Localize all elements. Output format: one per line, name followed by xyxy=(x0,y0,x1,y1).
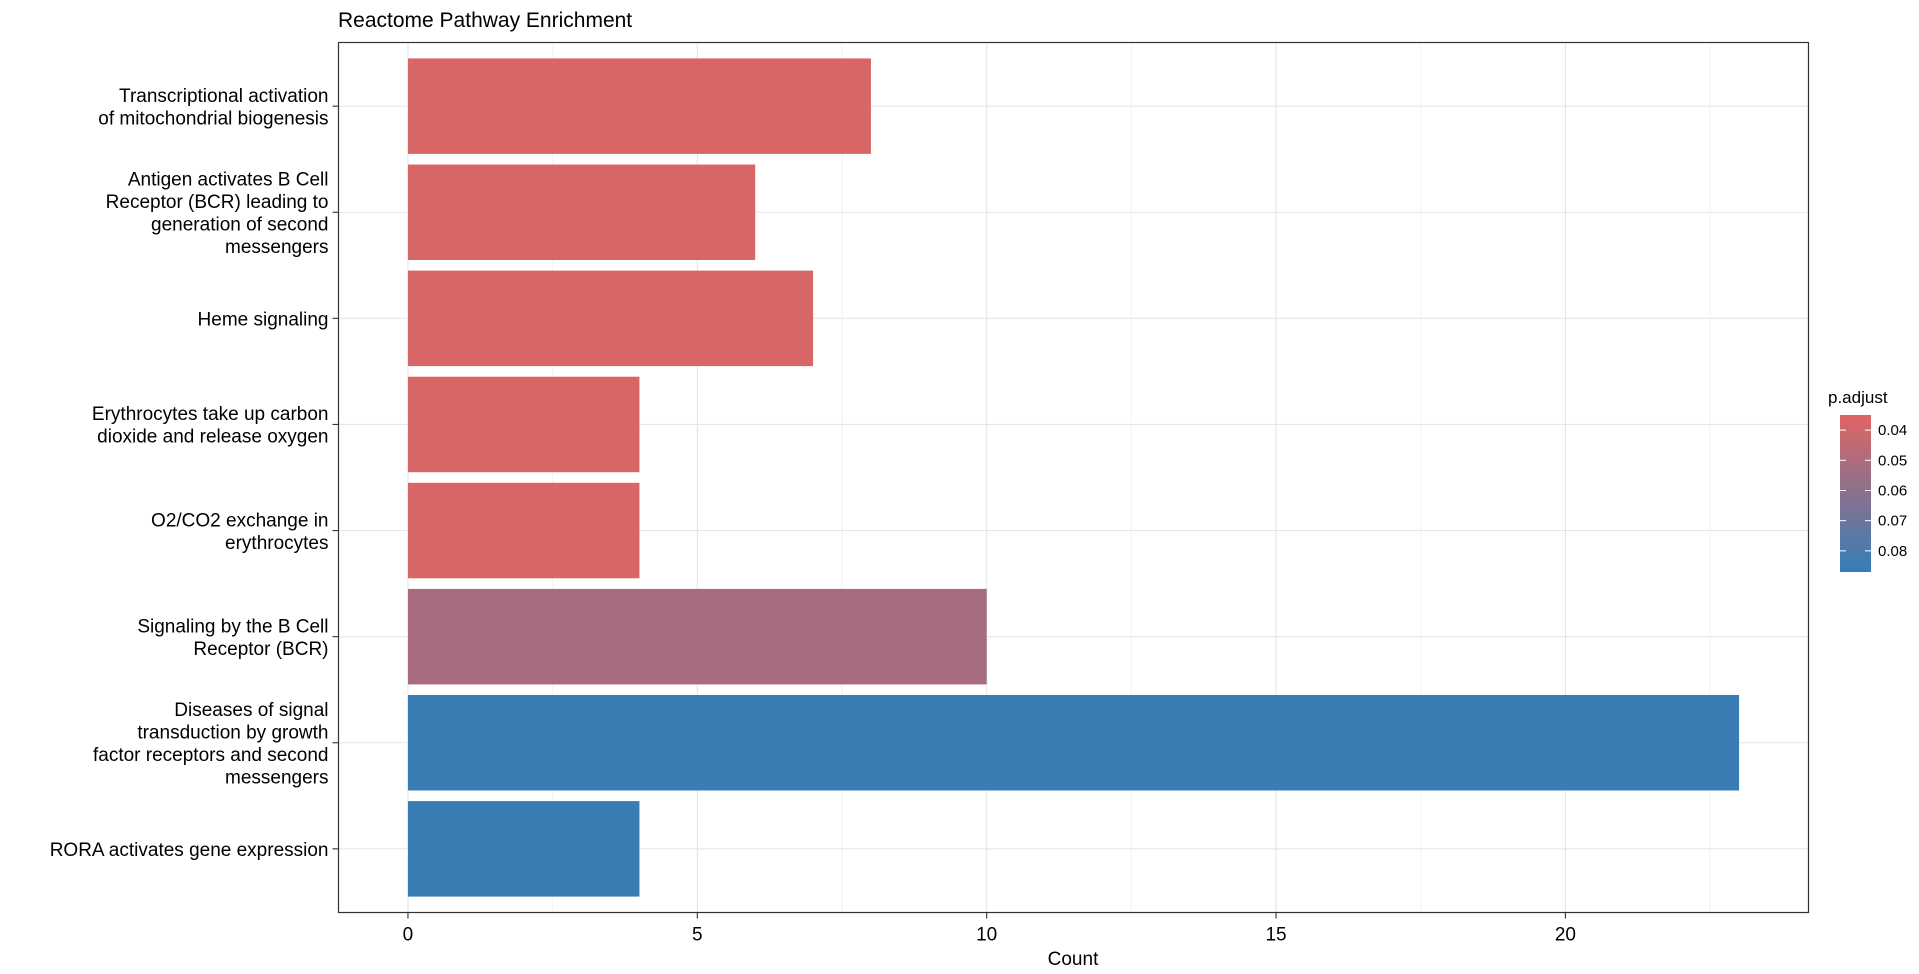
bar xyxy=(407,695,1740,791)
y-tick-label: messengers xyxy=(225,237,329,258)
y-tick-label: generation of second xyxy=(151,215,328,236)
legend-colorbar xyxy=(1840,415,1871,572)
bar xyxy=(407,270,814,367)
y-tick-label: O2/CO2 exchange in xyxy=(151,510,328,531)
bar xyxy=(407,482,640,579)
x-axis: 0 5 10 15 20 xyxy=(403,912,1576,946)
y-tick-label: Receptor (BCR) xyxy=(193,639,328,660)
y-tick-label: erythrocytes xyxy=(225,533,328,554)
legend-tick-label: 0.04 xyxy=(1878,422,1907,439)
x-tick-label: 15 xyxy=(1265,925,1286,946)
legend-tick-label: 0.07 xyxy=(1878,513,1907,530)
x-tick-label: 5 xyxy=(692,925,703,946)
y-tick-label: Heme signaling xyxy=(198,309,329,330)
y-tick-label: Transcriptional activation xyxy=(119,86,328,107)
y-tick-label: transduction by growth xyxy=(137,722,328,743)
bars xyxy=(407,58,1740,897)
y-tick-label: dioxide and release oxygen xyxy=(97,427,328,448)
y-tick-label: Antigen activates B Cell xyxy=(128,170,329,191)
bar xyxy=(407,376,640,473)
x-tick-label: 10 xyxy=(976,925,997,946)
y-tick-label: factor receptors and second xyxy=(93,745,329,766)
bar xyxy=(407,801,640,897)
y-tick-label: RORA activates gene expression xyxy=(50,840,329,861)
chart-title: Reactome Pathway Enrichment xyxy=(338,9,632,32)
y-tick-label: of mitochondrial biogenesis xyxy=(98,108,328,129)
x-tick-label: 0 xyxy=(403,925,414,946)
bar xyxy=(407,588,987,685)
y-tick-label: Signaling by the B Cell xyxy=(137,616,328,637)
y-tick-label: Erythrocytes take up carbon xyxy=(92,404,329,425)
bar xyxy=(407,164,756,260)
y-tick-label: Receptor (BCR) leading to xyxy=(106,192,329,213)
legend: p.adjust 0.04 0.05 0.06 0.07 0.08 xyxy=(1828,388,1907,572)
x-tick-label: 20 xyxy=(1555,925,1576,946)
x-axis-title: Count xyxy=(1048,949,1099,970)
legend-tick-label: 0.06 xyxy=(1878,482,1907,499)
y-tick-label: messengers xyxy=(225,767,329,788)
legend-tick-label: 0.08 xyxy=(1878,543,1907,560)
legend-title: p.adjust xyxy=(1828,388,1888,407)
y-tick-label: Diseases of signal xyxy=(174,700,328,721)
plot-panel-border xyxy=(337,41,1810,914)
bar xyxy=(407,58,871,154)
legend-tick-label: 0.05 xyxy=(1878,452,1907,469)
